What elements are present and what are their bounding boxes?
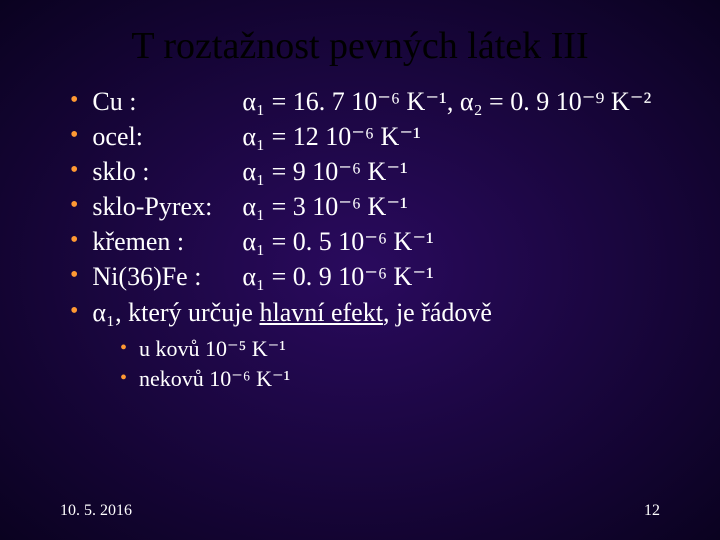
list-item: • křemen :α₁ = 0. 5 10⁻⁶ K⁻¹ — [70, 224, 720, 259]
material-label: křemen : — [92, 224, 242, 259]
bullet-icon: • — [70, 295, 78, 327]
bullet-icon: • — [70, 259, 78, 291]
footer-date: 10. 5. 2016 — [60, 502, 132, 520]
material-label: ocel: — [92, 119, 242, 154]
note-prefix: α₁, který určuje — [92, 298, 259, 327]
bullet-icon: • — [120, 364, 127, 392]
sub-list: • u kovů 10⁻⁵ K⁻¹ • nekovů 10⁻⁶ K⁻¹ — [0, 330, 720, 396]
material-label: sklo-Pyrex: — [92, 189, 242, 224]
material-value: α₁ = 0. 9 10⁻⁶ K⁻¹ — [242, 262, 433, 291]
sub-item-text: nekovů 10⁻⁶ K⁻¹ — [139, 364, 290, 395]
note-underlined: hlavní efekt — [259, 298, 382, 327]
material-label: Ni(36)Fe : — [92, 259, 242, 294]
sub-list-item: • u kovů 10⁻⁵ K⁻¹ — [120, 334, 720, 365]
material-value: α₁ = 12 10⁻⁶ K⁻¹ — [242, 122, 420, 151]
bullet-icon: • — [70, 189, 78, 221]
bullet-icon: • — [120, 334, 127, 362]
material-value: α₁ = 0. 5 10⁻⁶ K⁻¹ — [242, 227, 433, 256]
sub-item-text: u kovů 10⁻⁵ K⁻¹ — [139, 334, 286, 365]
note-line: • α₁, který určuje hlavní efekt, je řádo… — [70, 295, 720, 330]
material-value: α₁ = 3 10⁻⁶ K⁻¹ — [242, 192, 407, 221]
list-item: • sklo :α₁ = 9 10⁻⁶ K⁻¹ — [70, 154, 720, 189]
material-value: α₁ = 9 10⁻⁶ K⁻¹ — [242, 157, 407, 186]
bullet-icon: • — [70, 224, 78, 256]
list-item: • sklo-Pyrex:α₁ = 3 10⁻⁶ K⁻¹ — [70, 189, 720, 224]
bullet-icon: • — [70, 119, 78, 151]
footer-page: 12 — [644, 502, 660, 520]
material-value: α₁ = 16. 7 10⁻⁶ K⁻¹, α₂ = 0. 9 10⁻⁹ K⁻² — [242, 87, 651, 116]
slide-title: T roztažnost pevných látek III — [0, 0, 720, 78]
sub-list-item: • nekovů 10⁻⁶ K⁻¹ — [120, 364, 720, 395]
footer: 10. 5. 2016 12 — [0, 502, 720, 520]
list-item: • Cu :α₁ = 16. 7 10⁻⁶ K⁻¹, α₂ = 0. 9 10⁻⁹… — [70, 84, 720, 119]
list-item: • Ni(36)Fe :α₁ = 0. 9 10⁻⁶ K⁻¹ — [70, 259, 720, 294]
material-label: sklo : — [92, 154, 242, 189]
note-suffix: , je řádově — [383, 298, 492, 327]
main-list: • Cu :α₁ = 16. 7 10⁻⁶ K⁻¹, α₂ = 0. 9 10⁻⁹… — [0, 78, 720, 330]
list-item: • ocel:α₁ = 12 10⁻⁶ K⁻¹ — [70, 119, 720, 154]
bullet-icon: • — [70, 154, 78, 186]
bullet-icon: • — [70, 84, 78, 116]
material-label: Cu : — [92, 84, 242, 119]
